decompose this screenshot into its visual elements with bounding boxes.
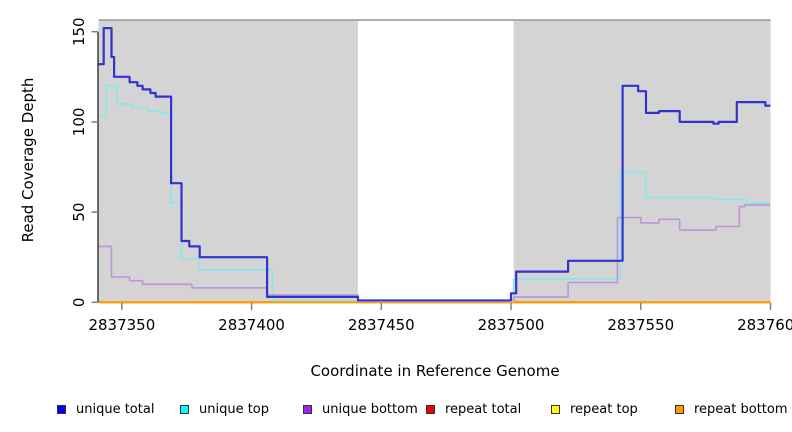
legend-swatch-unique-bottom	[303, 404, 312, 414]
legend-item-repeat-top: repeat top	[551, 400, 638, 418]
legend-label: repeat top	[570, 401, 638, 417]
legend-swatch-repeat-total	[426, 404, 435, 414]
legend-label: repeat total	[445, 401, 522, 417]
legend-item-unique-top: unique top	[180, 400, 269, 418]
x-tick-label: 2837450	[348, 316, 415, 334]
legend-item-repeat-total: repeat total	[426, 400, 521, 418]
legend-label: unique top	[199, 401, 270, 417]
legend-item-repeat-bottom: repeat bottom	[675, 400, 788, 418]
series-unique-bottom-line	[98, 204, 771, 302]
x-axis-title: Coordinate in Reference Genome	[310, 362, 560, 380]
x-tick-label: 2837400	[218, 316, 285, 334]
legend-label: repeat bottom	[694, 401, 788, 417]
legend: unique total unique top unique bottom repea…	[0, 400, 792, 420]
y-tick-label: 150	[70, 17, 88, 46]
legend-label: unique bottom	[322, 401, 418, 417]
y-tick-label: 100	[70, 108, 88, 137]
series-unique-top-line	[98, 85, 771, 302]
x-tick-label: 2837350	[88, 316, 155, 334]
legend-item-unique-bottom: unique bottom	[303, 400, 418, 418]
y-axis-title: Read Coverage Depth	[19, 77, 37, 243]
legend-item-unique-total: unique total	[57, 400, 154, 418]
y-tick-label: 0	[70, 298, 88, 308]
series-unique-total-line	[98, 27, 771, 302]
legend-swatch-repeat-bottom	[675, 404, 684, 414]
x-tick-label: 2837500	[478, 316, 545, 334]
legend-swatch-unique-top	[180, 404, 189, 414]
masked-region	[357, 21, 514, 302]
x-tick-label: 2837550	[607, 316, 674, 334]
legend-label: unique total	[76, 401, 155, 417]
legend-swatch-repeat-top	[551, 404, 560, 414]
legend-swatch-unique-total	[57, 404, 66, 414]
y-tick-label: 50	[70, 203, 88, 222]
